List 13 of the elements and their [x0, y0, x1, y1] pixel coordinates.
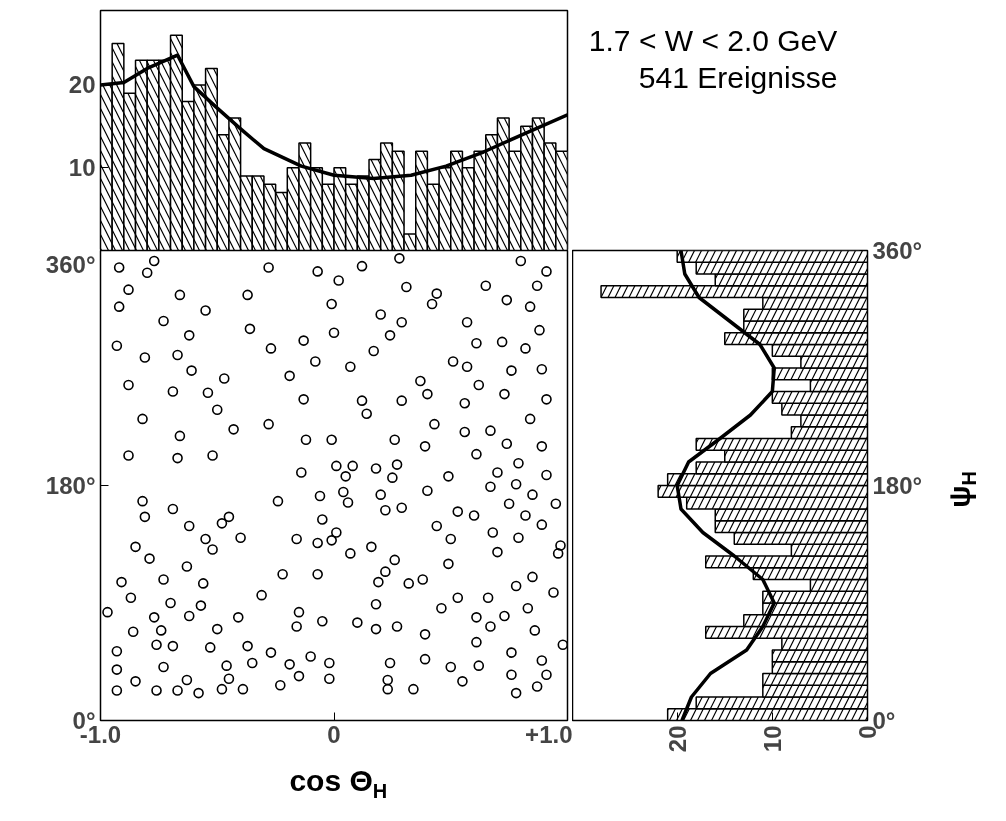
y-axis-title: ψH [943, 471, 980, 509]
y-tick-label: 180° [45, 472, 96, 499]
text: 1.7 < W < 2.0 GeV [588, 23, 838, 57]
y-tick-label: 180° [872, 472, 923, 499]
x-tick-label: +1.0 [525, 720, 573, 748]
text: 541 Ereignisse [638, 61, 838, 94]
x-tick-label: 0 [327, 720, 341, 748]
y-tick-label: 360° [45, 250, 96, 278]
y-tick-label: 10 [68, 154, 96, 182]
x-tick-label: 10 [758, 725, 786, 753]
y-tick-label: 360° [872, 237, 923, 264]
y-tick-label: 20 [68, 71, 96, 99]
x-tick-label: 20 [663, 725, 691, 753]
